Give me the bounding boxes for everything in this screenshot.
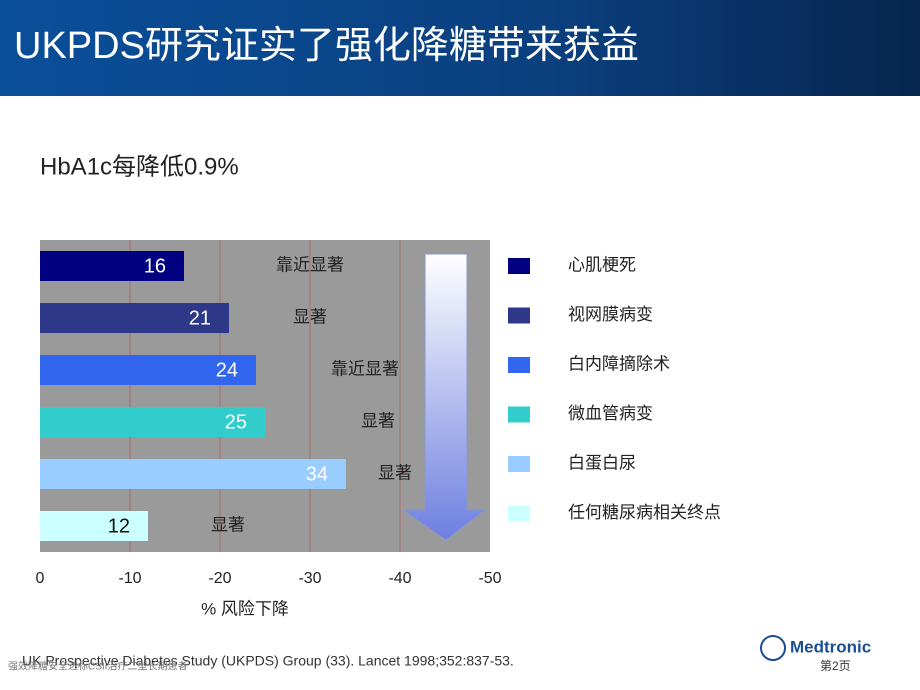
legend-swatch (508, 357, 530, 373)
page-number: 第2页 (820, 659, 851, 673)
legend-label: 白蛋白尿 (568, 453, 636, 472)
logo-icon (760, 635, 786, 661)
significance-label: 显著 (293, 307, 327, 326)
significance-label: 显著 (361, 411, 395, 430)
significance-label: 显著 (378, 463, 412, 482)
legend-label: 视网膜病变 (568, 305, 653, 324)
legend-label: 心肌梗死 (568, 255, 636, 274)
data-label: 21 (189, 307, 211, 329)
bar (40, 355, 256, 385)
x-tick-label: 0 (36, 570, 45, 587)
bar (40, 459, 346, 489)
legend-swatch (508, 456, 530, 472)
bar (40, 407, 265, 437)
chart-subtitle: HbA1c每降低0.9% (40, 153, 239, 180)
data-label: 24 (216, 359, 238, 381)
bar (40, 303, 229, 333)
legend-label: 白内障摘除术 (568, 354, 670, 373)
data-label: 34 (306, 463, 328, 485)
x-tick-label: -30 (298, 570, 321, 587)
citation: UK Prospective Diabetes Study (UKPDS) Gr… (22, 653, 514, 669)
data-label: 12 (108, 515, 130, 537)
x-tick-label: -10 (118, 570, 141, 587)
legend-swatch (508, 406, 530, 423)
brand: Medtronic (790, 637, 871, 656)
legend-label: 任何糖尿病相关终点 (568, 503, 721, 522)
x-tick-label: -50 (478, 570, 501, 587)
plot-area (40, 240, 490, 552)
footer-note: 强效降糖安全达标CSII治疗二型长期患者 (8, 660, 187, 673)
legend-swatch (508, 505, 530, 522)
significance-label: 显著 (211, 515, 245, 534)
arrow (401, 253, 487, 541)
x-tick-label: -20 (208, 570, 231, 587)
data-label: 16 (144, 255, 166, 277)
significance-label: 靠近显著 (331, 359, 399, 378)
bar (40, 511, 148, 541)
legend-swatch (508, 307, 530, 324)
legend-swatch (508, 258, 530, 274)
x-tick-label: -40 (388, 570, 411, 587)
significance-label: 靠近显著 (276, 255, 344, 274)
legend-label: 微血管病变 (568, 404, 653, 423)
data-label: 25 (225, 411, 247, 433)
slide-title: UKPDS研究证实了强化降糖带来获益 (14, 25, 639, 67)
header-band (0, 0, 920, 96)
plot: 16 靠近显著 21 显著 24 靠近显著 25 显著 34 显著 12 显著 (40, 240, 412, 552)
bar (40, 251, 184, 281)
x-axis-label: % 风险下降 (201, 599, 289, 618)
